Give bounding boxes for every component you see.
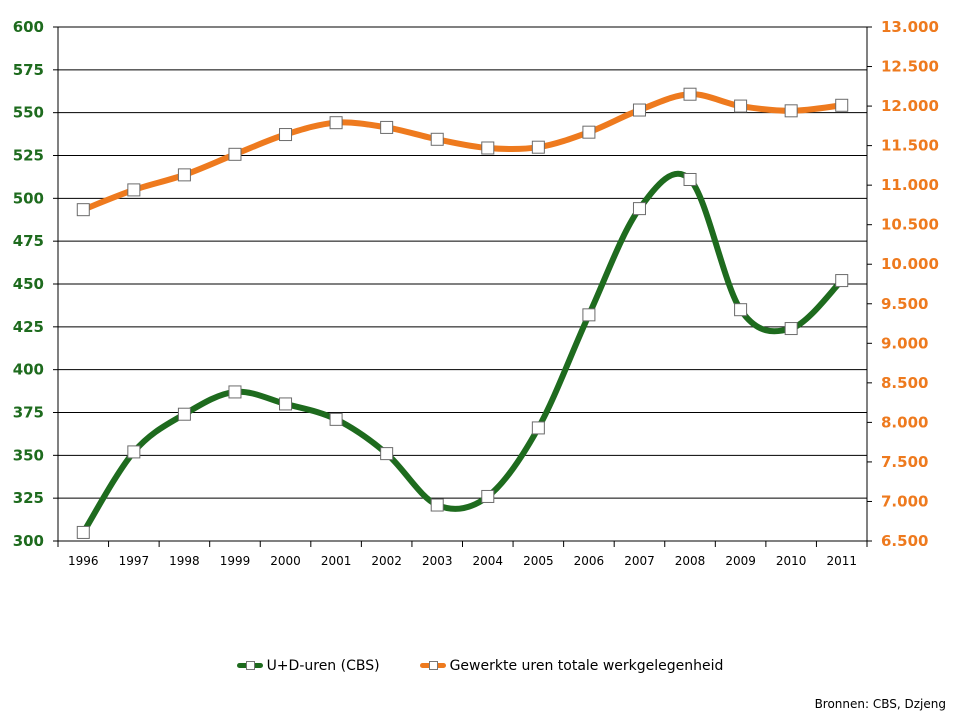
left-tick-label: 600 [13, 18, 44, 36]
data-point-gewerkte-uren [835, 98, 849, 112]
x-tick-label: 2005 [523, 554, 554, 568]
legend-item-gewerkte-uren: Gewerkte uren totale werkgelegenheid [419, 658, 724, 674]
right-tick-label: 9.500 [881, 295, 928, 313]
source-note: Bronnen: CBS, Dzjeng [814, 697, 946, 711]
series-line-ud-uren [80, 170, 845, 536]
x-tick-label: 2011 [826, 554, 857, 568]
x-tick-label: 2002 [371, 554, 402, 568]
legend-label-gewerkte-uren: Gewerkte uren totale werkgelegenheid [449, 658, 724, 674]
data-point-ud-uren [76, 525, 90, 539]
left-axis-ticks: 300 325 350 375 400 425 450 475 500 525 550 575 600 [13, 18, 44, 550]
right-tick-label: 6.500 [881, 532, 928, 550]
right-tick-label: 11.500 [881, 137, 939, 155]
data-point-gewerkte-uren [683, 87, 697, 101]
left-tick-label: 300 [13, 532, 44, 550]
data-point-ud-uren [835, 274, 849, 288]
right-tick-label: 9.000 [881, 334, 928, 352]
x-tick-label: 2006 [574, 554, 605, 568]
data-point-gewerkte-uren [228, 147, 242, 161]
x-tick-label: 2008 [675, 554, 706, 568]
legend-swatch-orange [419, 660, 446, 672]
left-tick-label: 500 [13, 189, 44, 207]
data-point-ud-uren [228, 385, 242, 399]
x-tick-label: 1996 [68, 554, 99, 568]
right-tick-label: 8.500 [881, 374, 928, 392]
data-point-ud-uren [279, 397, 293, 411]
data-point-ud-uren [380, 447, 394, 461]
data-point-ud-uren [734, 303, 748, 317]
gridlines [58, 26, 867, 542]
x-tick-label: 2007 [624, 554, 655, 568]
right-tick-label: 7.500 [881, 453, 928, 471]
x-tick-label: 1997 [119, 554, 150, 568]
left-tick-label: 475 [13, 232, 44, 250]
left-tick-label: 575 [13, 61, 44, 79]
data-point-gewerkte-uren [582, 125, 596, 139]
x-tick-label: 1999 [220, 554, 251, 568]
left-tick-label: 400 [13, 361, 44, 379]
data-point-gewerkte-uren [430, 132, 444, 146]
left-tick-label: 425 [13, 318, 44, 336]
left-tick-label: 350 [13, 446, 44, 464]
legend-swatch-green [236, 660, 263, 672]
data-point-gewerkte-uren [380, 120, 394, 134]
left-tick-label: 525 [13, 147, 44, 165]
x-axis-ticks: 1996 1997 1998 1999 2000 2001 2002 2003 2004 2005… [68, 554, 857, 568]
data-point-ud-uren [177, 407, 191, 421]
data-point-ud-uren [531, 421, 545, 435]
right-tick-label: 11.000 [881, 176, 939, 194]
right-tick-label: 12.000 [881, 97, 939, 115]
data-point-ud-uren [582, 308, 596, 322]
x-tick-label: 2009 [725, 554, 756, 568]
x-tick-label: 2001 [321, 554, 352, 568]
data-point-ud-uren [127, 445, 141, 459]
data-point-ud-uren [430, 498, 444, 512]
data-point-gewerkte-uren [734, 99, 748, 113]
data-point-ud-uren [481, 489, 495, 503]
data-point-ud-uren [683, 172, 697, 186]
data-point-gewerkte-uren [329, 116, 343, 130]
data-point-ud-uren [784, 322, 798, 336]
series-ud-uren [76, 170, 849, 539]
data-point-gewerkte-uren [784, 104, 798, 118]
series-gewerkte-uren [76, 87, 849, 217]
right-tick-label: 7.000 [881, 492, 928, 510]
right-tick-label: 12.500 [881, 58, 939, 76]
data-point-gewerkte-uren [632, 103, 646, 117]
right-tick-label: 10.000 [881, 255, 939, 273]
x-tick-label: 1998 [169, 554, 200, 568]
data-point-ud-uren [329, 412, 343, 426]
left-tick-label: 550 [13, 104, 44, 122]
right-tick-label: 10.500 [881, 216, 939, 234]
x-tick-label: 2010 [776, 554, 807, 568]
x-tick-label: 2004 [473, 554, 504, 568]
left-tick-label: 375 [13, 404, 44, 422]
left-tick-label: 325 [13, 489, 44, 507]
data-point-gewerkte-uren [76, 203, 90, 217]
legend-item-ud-uren: U+D-uren (CBS) [236, 658, 380, 674]
axes [53, 26, 872, 547]
data-point-gewerkte-uren [279, 128, 293, 142]
left-tick-label: 450 [13, 275, 44, 293]
series [76, 87, 849, 539]
data-point-gewerkte-uren [177, 168, 191, 182]
data-point-gewerkte-uren [531, 140, 545, 154]
data-point-ud-uren [632, 202, 646, 216]
x-tick-label: 2000 [270, 554, 301, 568]
series-line-gewerkte-uren [80, 91, 845, 213]
legend-label-ud-uren: U+D-uren (CBS) [266, 658, 380, 674]
x-tick-label: 2003 [422, 554, 453, 568]
right-tick-label: 8.000 [881, 413, 928, 431]
data-point-gewerkte-uren [481, 141, 495, 155]
right-tick-label: 13.000 [881, 18, 939, 36]
legend: U+D-uren (CBS) Gewerkte uren totale werk… [0, 658, 960, 674]
data-point-gewerkte-uren [127, 183, 141, 197]
right-axis-ticks: 6.500 7.000 7.500 8.000 8.500 9.000 9.500 10.00… [881, 18, 939, 550]
